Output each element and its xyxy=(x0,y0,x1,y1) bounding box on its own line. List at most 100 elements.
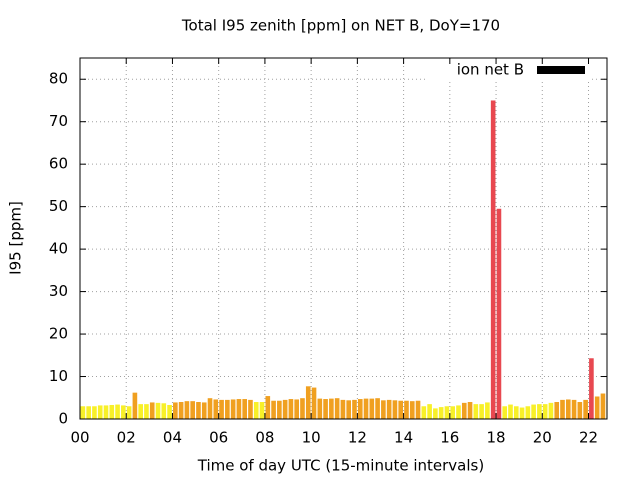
x-tick-label: 16 xyxy=(440,429,459,447)
bar xyxy=(225,399,230,419)
bar xyxy=(329,398,334,419)
bar xyxy=(369,398,375,419)
bar xyxy=(392,400,398,419)
bar xyxy=(554,402,560,419)
bar xyxy=(357,399,363,419)
x-tick-label: 20 xyxy=(533,429,552,447)
bar xyxy=(594,396,600,419)
bar xyxy=(340,399,346,419)
x-tick-label: 04 xyxy=(163,429,182,447)
bar xyxy=(121,405,126,419)
bar xyxy=(184,401,190,419)
bar xyxy=(178,402,184,419)
bar xyxy=(109,404,115,419)
bar xyxy=(560,399,565,419)
bar xyxy=(565,399,571,419)
bar xyxy=(363,398,369,419)
y-tick-label: 10 xyxy=(49,367,68,385)
legend-box xyxy=(427,60,592,80)
y-tick-label: 70 xyxy=(49,112,68,130)
x-tick-label: 00 xyxy=(70,429,89,447)
bar xyxy=(138,404,143,419)
y-tick-label: 60 xyxy=(49,155,68,173)
bar xyxy=(86,406,91,419)
bar xyxy=(381,400,386,419)
bar xyxy=(525,406,531,419)
bar xyxy=(386,399,392,419)
bar xyxy=(490,100,496,419)
bar xyxy=(531,404,536,419)
bar xyxy=(450,406,456,419)
bar xyxy=(311,387,317,419)
bar xyxy=(456,405,461,419)
bar xyxy=(97,405,103,419)
bars xyxy=(80,100,607,419)
bar xyxy=(352,399,357,419)
bar xyxy=(502,406,508,419)
legend: ion net B xyxy=(427,60,592,80)
bar xyxy=(115,404,120,419)
bar xyxy=(542,404,548,419)
bar xyxy=(155,402,161,419)
bar xyxy=(496,208,502,419)
bar xyxy=(589,358,594,419)
bar xyxy=(334,398,340,419)
bar xyxy=(577,402,583,419)
x-axis-label: Time of day UTC (15-minute intervals) xyxy=(197,457,484,475)
bar xyxy=(282,399,288,419)
bar xyxy=(519,407,525,419)
bar xyxy=(213,399,219,419)
bar xyxy=(473,404,479,419)
bar xyxy=(415,400,421,419)
bar xyxy=(132,392,138,419)
bar xyxy=(248,399,253,419)
bar xyxy=(305,386,311,419)
y-tick-label: 50 xyxy=(49,197,68,215)
bar xyxy=(571,399,577,419)
bar xyxy=(277,400,282,419)
bar xyxy=(583,399,588,419)
bar xyxy=(190,401,195,419)
y-tick-label: 30 xyxy=(49,282,68,300)
bar xyxy=(219,399,224,419)
bar xyxy=(288,399,294,419)
bar xyxy=(548,402,554,419)
bar xyxy=(103,405,109,419)
x-tick-label: 12 xyxy=(348,429,367,447)
bar xyxy=(375,398,380,419)
bar xyxy=(317,398,323,419)
bar xyxy=(92,406,97,419)
bar xyxy=(537,404,542,419)
y-tick-label: 80 xyxy=(49,70,68,88)
bar xyxy=(207,398,213,419)
bar xyxy=(253,402,259,419)
bar xyxy=(467,402,473,419)
x-tick-label: 18 xyxy=(487,429,506,447)
x-tick-label: 06 xyxy=(209,429,228,447)
bar xyxy=(300,398,305,419)
bar xyxy=(144,404,149,419)
bar xyxy=(427,404,432,419)
bar xyxy=(167,404,172,419)
x-tick-label: 22 xyxy=(579,429,598,447)
bar xyxy=(149,402,155,419)
bar xyxy=(513,406,519,419)
bar xyxy=(421,406,427,419)
y-tick-label: 40 xyxy=(49,240,68,258)
bar xyxy=(409,401,415,419)
bar xyxy=(404,400,409,419)
bar xyxy=(196,402,201,419)
bar xyxy=(508,404,513,419)
bar xyxy=(600,393,606,419)
bar xyxy=(479,404,484,419)
grid xyxy=(79,58,607,420)
bar xyxy=(242,399,247,419)
bar xyxy=(438,407,444,419)
bar xyxy=(294,399,300,419)
plot-frame xyxy=(79,57,608,420)
legend-label: ion net B xyxy=(457,61,524,79)
x-tick-label: 10 xyxy=(302,429,321,447)
y-tick-label: 0 xyxy=(58,410,68,428)
bar xyxy=(323,399,328,419)
bar xyxy=(265,396,271,419)
